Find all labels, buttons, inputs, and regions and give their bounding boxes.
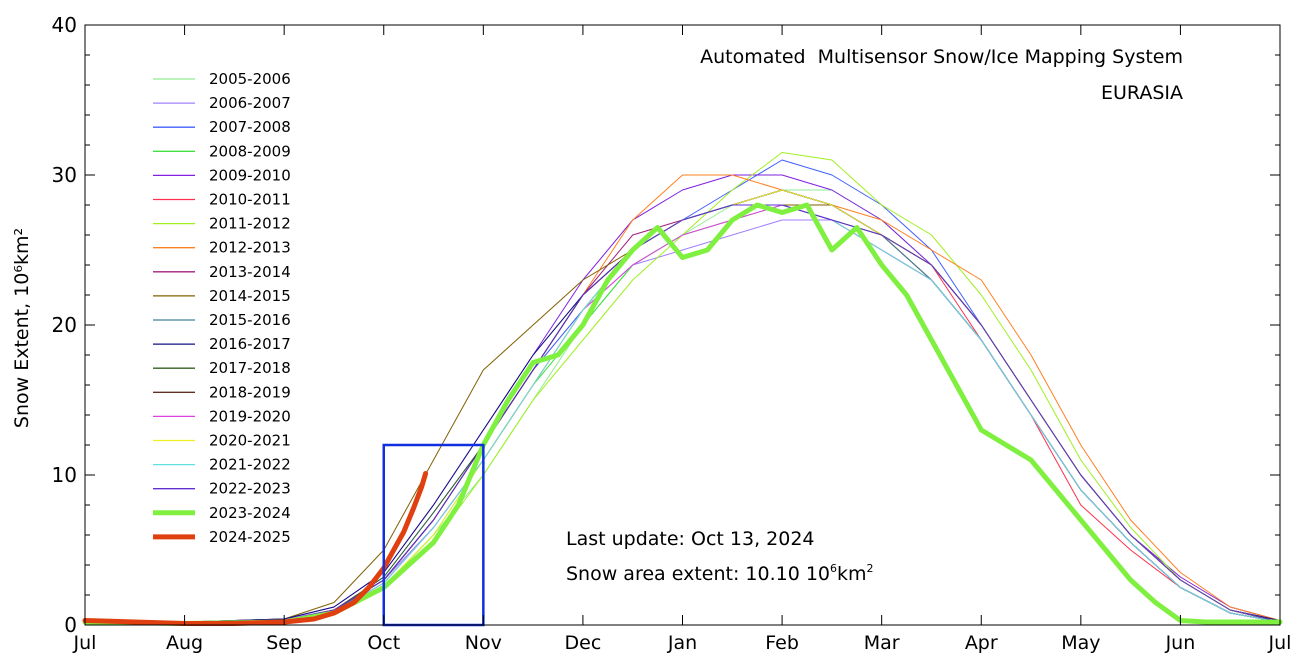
x-tick-label: Sep: [266, 632, 302, 654]
x-tick-label: Jul: [1268, 632, 1292, 654]
legend-label-2021-2022: 2021-2022: [209, 456, 291, 474]
legend-label-2008-2009: 2008-2009: [209, 142, 291, 160]
y-tick-label: 40: [52, 13, 77, 37]
legend-label-2024-2025: 2024-2025: [209, 528, 291, 546]
legend: 2005-2006 2006-2007 2007-2008 2008-2009 2009…: [153, 70, 291, 546]
last-update-annotation: Last update: Oct 13, 2024: [566, 528, 815, 550]
legend-label-2014-2015: 2014-2015: [209, 287, 291, 305]
x-tick-label: Dec: [565, 632, 602, 654]
series-line-2024-2025: [82, 471, 429, 626]
snow-area-unit: km: [837, 563, 867, 585]
legend-label-2022-2023: 2022-2023: [209, 480, 291, 498]
legend-label-2006-2007: 2006-2007: [209, 94, 291, 112]
legend-label-2005-2006: 2005-2006: [209, 70, 291, 88]
legend-label-2013-2014: 2013-2014: [209, 263, 291, 281]
x-tick-label: Mar: [864, 632, 900, 654]
legend-label-2010-2011: 2010-2011: [209, 191, 291, 209]
x-tick-label: Feb: [765, 632, 799, 654]
legend-label-2017-2018: 2017-2018: [209, 359, 291, 377]
x-tick-label: Apr: [965, 632, 998, 654]
series-layer: [82, 152, 1283, 626]
axis-tick-labels: 0 10 20 30 40 Jul Aug Sep Oct Nov Dec Jan Feb Mar Apr M…: [52, 13, 1292, 654]
snow-area-annotation: Snow area extent: 10.10 106km2: [566, 562, 874, 585]
legend-label-2020-2021: 2020-2021: [209, 432, 291, 450]
legend-label-2007-2008: 2007-2008: [209, 118, 291, 136]
axis-ticks: [84, 24, 1281, 626]
legend-label-2012-2013: 2012-2013: [209, 239, 291, 257]
chart-title: Automated Multisensor Snow/Ice Mapping S…: [700, 46, 1183, 68]
y-axis-label: Snow Extent, 10⁶km²: [11, 228, 33, 428]
legend-label-2023-2024: 2023-2024: [209, 504, 291, 522]
legend-label-2015-2016: 2015-2016: [209, 311, 291, 329]
chart-subtitle: EURASIA: [1101, 82, 1183, 104]
y-tick-label: 0: [64, 613, 77, 637]
legend-label-2018-2019: 2018-2019: [209, 383, 291, 401]
x-tick-label: Nov: [465, 632, 502, 654]
x-tick-label: Jan: [667, 632, 697, 654]
snow-area-sup2: 2: [867, 562, 874, 575]
series-line-2023-2024: [82, 202, 1283, 626]
x-tick-label: Oct: [367, 632, 400, 654]
y-tick-label: 10: [52, 463, 77, 487]
legend-label-2016-2017: 2016-2017: [209, 335, 291, 353]
x-tick-label: May: [1061, 632, 1100, 654]
legend-label-2019-2020: 2019-2020: [209, 407, 291, 425]
x-tick-label: Jun: [1165, 632, 1196, 654]
snow-area-sup: 6: [830, 562, 837, 575]
x-tick-label: Aug: [166, 632, 203, 654]
snow-area-prefix: Snow area extent: 10.10 10: [566, 563, 830, 585]
legend-label-2009-2010: 2009-2010: [209, 166, 291, 184]
y-tick-label: 30: [52, 163, 77, 187]
x-tick-label: Jul: [73, 632, 97, 654]
y-tick-label: 20: [52, 313, 77, 337]
legend-label-2011-2012: 2011-2012: [209, 215, 291, 233]
